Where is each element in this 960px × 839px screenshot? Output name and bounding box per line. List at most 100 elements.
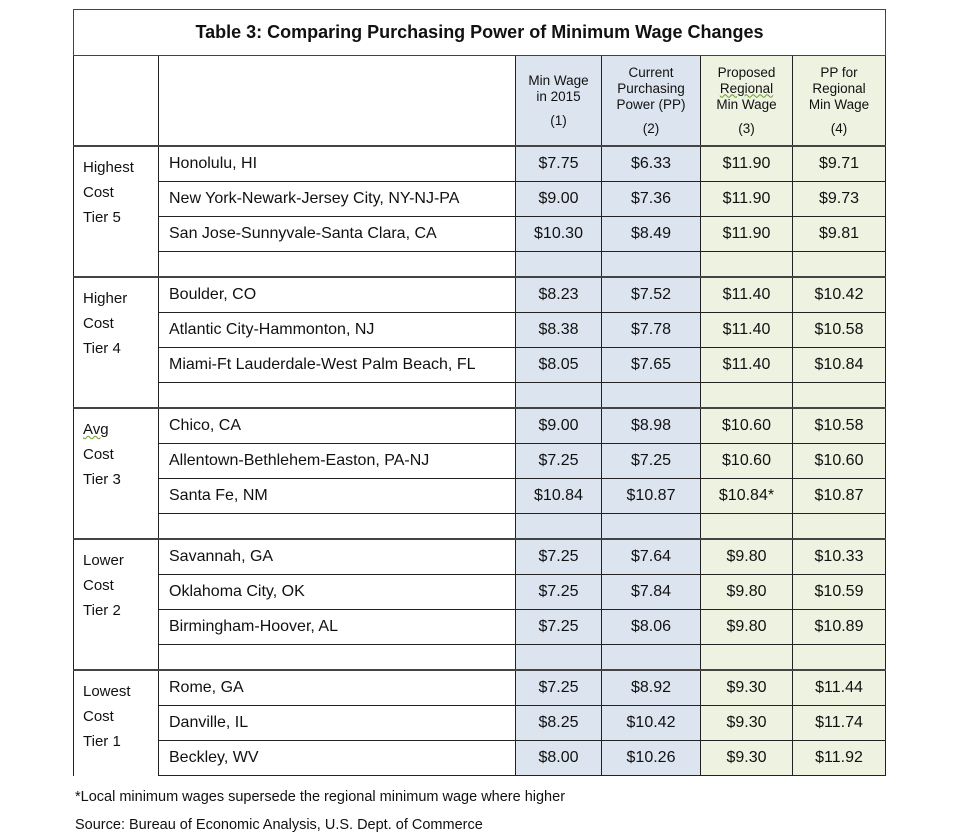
value-cell: $7.36 bbox=[601, 181, 701, 217]
city-cell: Allentown-Bethlehem-Easton, PA-NJ bbox=[158, 443, 516, 479]
value-cell: $10.87 bbox=[791, 478, 887, 514]
value-cell: $8.06 bbox=[601, 609, 701, 645]
value-cell: $7.25 bbox=[601, 443, 701, 479]
spacer-cell bbox=[158, 382, 516, 409]
value-cell: $9.30 bbox=[700, 740, 793, 776]
city-cell: Miami-Ft Lauderdale-West Palm Beach, FL bbox=[158, 347, 516, 383]
value-cell: $10.42 bbox=[791, 276, 887, 313]
value-cell: $11.40 bbox=[700, 276, 793, 313]
footnote: *Local minimum wages supersede the regio… bbox=[75, 789, 566, 805]
table-row: Lowest Cost Tier 1 Rome, GA $7.25 $8.92 $9.30 $… bbox=[73, 669, 887, 776]
value-cell: $11.90 bbox=[700, 145, 793, 182]
spacer-cell bbox=[515, 251, 602, 278]
value-cell: $9.30 bbox=[700, 669, 793, 706]
spacer-row bbox=[73, 644, 887, 671]
value-cell: $8.23 bbox=[515, 276, 602, 313]
value-cell: $9.00 bbox=[515, 181, 602, 217]
value-cell: $8.00 bbox=[515, 740, 602, 776]
spacer-cell bbox=[73, 644, 159, 670]
spacer-cell bbox=[73, 382, 159, 408]
value-cell: $9.80 bbox=[700, 538, 793, 575]
spacer-row bbox=[73, 382, 887, 409]
table-row: Beckley, WV $8.00 $10.26 $9.30 $11.92 bbox=[74, 740, 887, 776]
city-cell: Beckley, WV bbox=[158, 740, 516, 776]
value-cell: $9.00 bbox=[515, 407, 602, 444]
city-cell: Chico, CA bbox=[158, 407, 516, 444]
value-cell: $10.58 bbox=[791, 312, 887, 348]
value-cell: $7.25 bbox=[515, 443, 602, 479]
value-cell: $7.64 bbox=[601, 538, 701, 575]
spacer-cell bbox=[158, 513, 516, 540]
value-cell: $11.90 bbox=[700, 216, 793, 252]
value-cell: $10.60 bbox=[700, 407, 793, 444]
value-cell: $10.87 bbox=[601, 478, 701, 514]
spacer-cell bbox=[515, 513, 602, 540]
value-cell: $10.60 bbox=[791, 443, 887, 479]
spacer-cell bbox=[515, 644, 602, 671]
tier-header-blank bbox=[73, 55, 159, 147]
spacer-cell bbox=[601, 513, 701, 540]
table-row: Highest Cost Tier 5 Honolulu, HI $7.75 $6.33 $… bbox=[73, 145, 887, 252]
value-cell: $10.60 bbox=[700, 443, 793, 479]
city-cell: Atlantic City-Hammonton, NJ bbox=[158, 312, 516, 348]
value-cell: $7.65 bbox=[601, 347, 701, 383]
value-cell: $11.40 bbox=[700, 312, 793, 348]
table-row: Atlantic City-Hammonton, NJ $8.38 $7.78 $11… bbox=[74, 312, 887, 348]
value-cell: $7.25 bbox=[515, 609, 602, 645]
header-row: Min Wage in 2015 (1) Current Purchasing … bbox=[73, 55, 887, 147]
col-header-pp-regional: PP for Regional Min Wage (4) bbox=[791, 55, 887, 147]
value-cell: $9.71 bbox=[791, 145, 887, 182]
value-cell: $8.98 bbox=[601, 407, 701, 444]
col-header-current-pp: Current Purchasing Power (PP) (2) bbox=[601, 55, 701, 147]
city-cell: Savannah, GA bbox=[158, 538, 516, 575]
value-cell: $10.84* bbox=[700, 478, 793, 514]
value-cell: $6.33 bbox=[601, 145, 701, 182]
table-row: Birmingham-Hoover, AL $7.25 $8.06 $9.80 $10.… bbox=[74, 609, 887, 645]
value-cell: $7.75 bbox=[515, 145, 602, 182]
col-header-proposed-regional: Proposed Regional Min Wage (3) bbox=[700, 55, 793, 147]
spacer-cell bbox=[700, 513, 793, 540]
value-cell: $9.80 bbox=[700, 574, 793, 610]
value-cell: $7.25 bbox=[515, 669, 602, 706]
city-cell: Birmingham-Hoover, AL bbox=[158, 609, 516, 645]
value-cell: $10.59 bbox=[791, 574, 887, 610]
value-cell: $9.30 bbox=[700, 705, 793, 741]
value-cell: $10.84 bbox=[791, 347, 887, 383]
spacer-cell bbox=[791, 644, 887, 671]
spacer-cell bbox=[73, 513, 159, 539]
value-cell: $10.58 bbox=[791, 407, 887, 444]
city-cell: San Jose-Sunnyvale-Santa Clara, CA bbox=[158, 216, 516, 252]
value-cell: $11.90 bbox=[700, 181, 793, 217]
value-cell: $8.25 bbox=[515, 705, 602, 741]
spacer-cell bbox=[73, 251, 159, 277]
spacer-cell bbox=[700, 251, 793, 278]
tier-label: Lower Cost Tier 2 bbox=[73, 538, 159, 645]
spacer-cell bbox=[700, 644, 793, 671]
spacer-cell bbox=[515, 382, 602, 409]
table-title: Table 3: Comparing Purchasing Power of M… bbox=[72, 9, 887, 56]
table-row: Santa Fe, NM $10.84 $10.87 $10.84* $10.87 bbox=[74, 478, 887, 514]
source-note: Source: Bureau of Economic Analysis, U.S… bbox=[75, 817, 483, 833]
value-cell: $8.49 bbox=[601, 216, 701, 252]
tier-label: Higher Cost Tier 4 bbox=[73, 276, 159, 383]
table-row: Allentown-Bethlehem-Easton, PA-NJ $7.25 $7… bbox=[74, 443, 887, 479]
table-row: Avg Cost Tier 3 Chico, CA $9.00 $8.98 $10.60 $1… bbox=[73, 407, 887, 514]
value-cell: $8.92 bbox=[601, 669, 701, 706]
value-cell: $9.80 bbox=[700, 609, 793, 645]
value-cell: $8.05 bbox=[515, 347, 602, 383]
city-cell: New York-Newark-Jersey City, NY-NJ-PA bbox=[158, 181, 516, 217]
spacer-cell bbox=[791, 251, 887, 278]
spacer-cell bbox=[700, 382, 793, 409]
spacer-cell bbox=[791, 513, 887, 540]
value-cell: $7.25 bbox=[515, 574, 602, 610]
value-cell: $7.25 bbox=[515, 538, 602, 575]
spacer-cell bbox=[601, 251, 701, 278]
tier-label: Lowest Cost Tier 1 bbox=[73, 669, 159, 776]
tier-label: Highest Cost Tier 5 bbox=[73, 145, 159, 252]
spacer-cell bbox=[601, 644, 701, 671]
value-cell: $10.26 bbox=[601, 740, 701, 776]
col-header-min-wage-2015: Min Wage in 2015 (1) bbox=[515, 55, 602, 147]
spacer-cell bbox=[158, 644, 516, 671]
spacer-row bbox=[73, 251, 887, 278]
spacer-cell bbox=[601, 382, 701, 409]
